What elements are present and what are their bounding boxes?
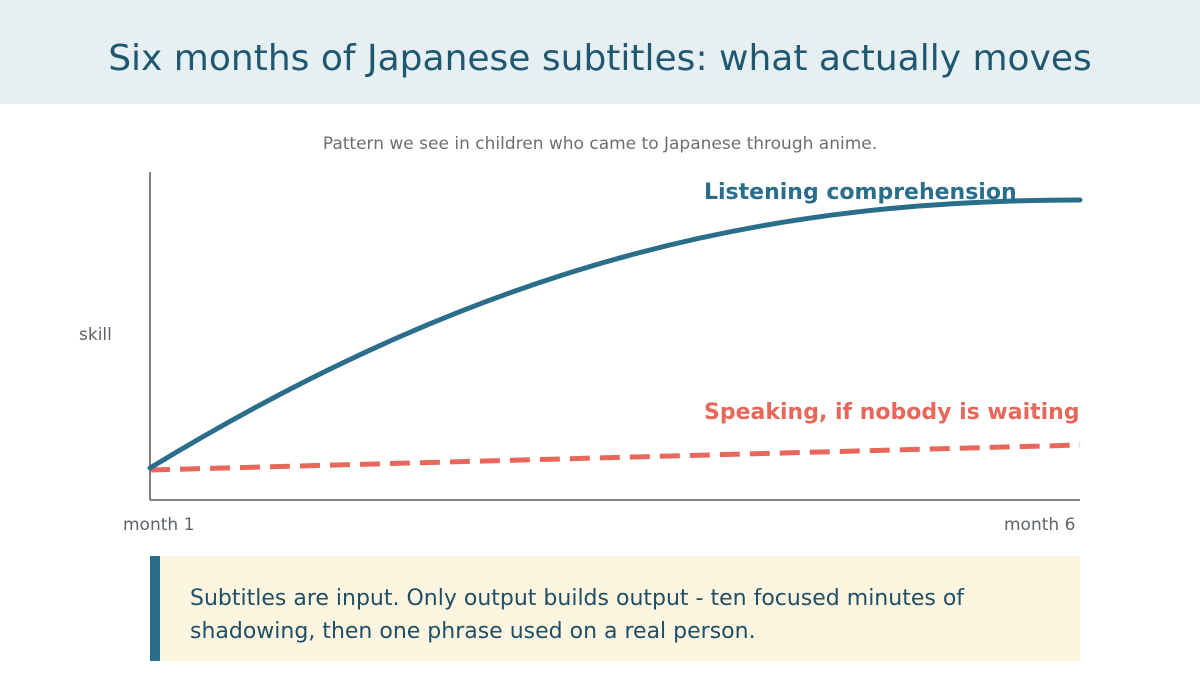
y-axis-label: skill	[79, 325, 112, 345]
chart-subtitle: Pattern we see in children who came to J…	[322, 134, 878, 154]
x-tick-month-1: month 1	[123, 515, 195, 535]
header-band	[0, 0, 1200, 104]
callout-box: Subtitles are input. Only output builds …	[150, 556, 1080, 661]
x-tick-month-6: month 6	[1004, 515, 1076, 535]
listening-series-line	[147, 197, 1083, 471]
speaking-series-line	[149, 442, 1081, 473]
callout-accent-bar	[150, 556, 160, 661]
callout-text: Subtitles are input. Only output builds …	[190, 586, 965, 644]
speaking-series-label: Speaking, if nobody is waiting	[704, 400, 1080, 425]
listening-series-label: Listening comprehension	[704, 180, 1017, 205]
page-title: Six months of Japanese subtitles: what a…	[108, 38, 1092, 79]
